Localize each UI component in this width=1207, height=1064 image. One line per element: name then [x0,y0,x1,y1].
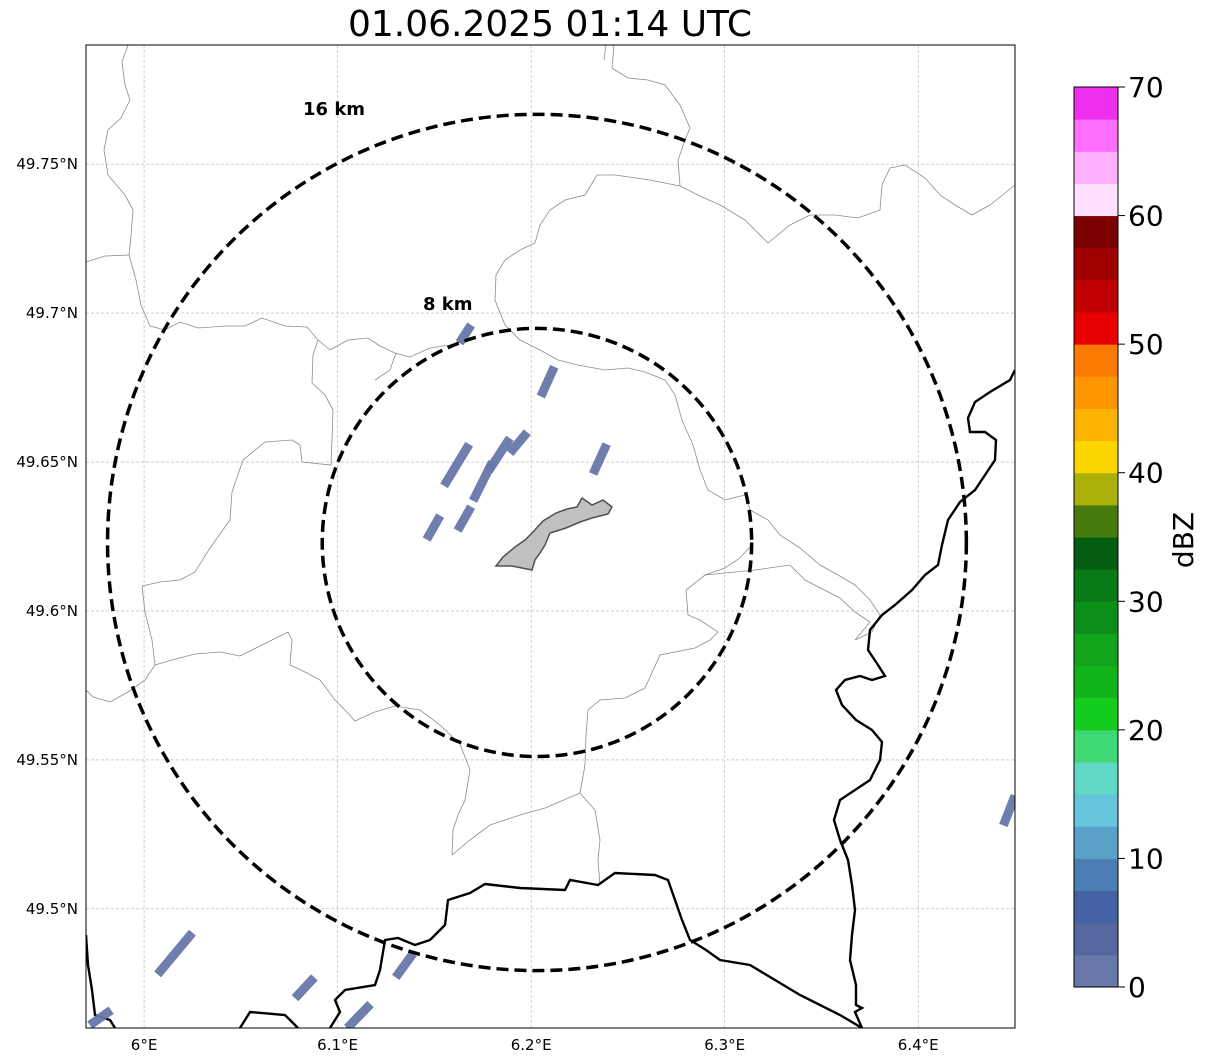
boundary-line [154,631,376,722]
ring-label-8km: 8 km [423,294,473,315]
colorbar-segment [1074,408,1118,442]
colorbar-tick-label: 40 [1128,457,1164,490]
latitude-axis: 49.75°N 49.7°N 49.65°N 49.6°N 49.55°N 49.5°N [16,155,78,918]
boundary-line [611,45,691,187]
radar-echoes [87,322,1015,1028]
colorbar-segment [1074,569,1118,602]
colorbar-frame [1073,86,1119,988]
colorbar-segment [1074,247,1118,281]
colorbar-segment [1074,794,1118,827]
radar-echo [87,1006,114,1028]
lat-tick-label: 49.55°N [16,751,78,769]
radar-echo [392,950,417,981]
colorbar-tick-label: 60 [1128,200,1164,233]
colorbar-segment [1074,697,1118,731]
lon-tick-label: 6.2°E [511,1036,552,1054]
range-ring [320,326,754,759]
colorbar-segment [1074,344,1118,377]
lat-tick-label: 49.5°N [26,900,78,918]
colorbar-segment [1074,890,1118,924]
colorbar-segment [1074,858,1118,892]
lon-tick-label: 6.3°E [704,1036,745,1054]
colorbar-segment [1074,537,1118,570]
lat-tick-label: 49.65°N [16,453,78,471]
country-borders [86,369,1015,1028]
radar-echo [999,794,1015,828]
map-background [86,45,1015,1028]
colorbar-segment [1074,151,1118,184]
colorbar-segment [1074,87,1118,120]
colorbar-tick-label: 50 [1128,328,1164,361]
luxembourg-city-area [494,496,613,571]
colorbar-label: dBZ [1167,512,1200,568]
boundary-line [86,45,134,263]
boundary-line [374,705,471,856]
colorbar-segment [1074,440,1118,474]
map-title: 01.06.2025 01:14 UTC [347,4,753,45]
border-luxembourg-belgium [86,934,117,1028]
municipal-boundaries [86,45,1015,886]
radar-echo [455,322,475,346]
range-rings [105,112,969,973]
colorbar-segment [1074,472,1118,506]
lon-tick-label: 6.1°E [317,1036,358,1054]
colorbar-segment [1074,215,1118,249]
boundary-line [494,164,1015,511]
radar-echo [536,364,559,399]
lon-tick-label: 6°E [131,1036,158,1054]
boundary-line [329,337,469,358]
radar-echo [422,513,445,542]
border-luxembourg-france-2 [238,1010,299,1028]
colorbar-segment [1074,922,1118,956]
colorbar-segment [1074,954,1118,988]
radar-echo [506,429,531,456]
radar-echo [344,1001,374,1028]
boundary-line [141,339,334,587]
radar-echo [588,442,611,476]
lat-tick-label: 49.6°N [26,602,78,620]
colorbar-tick-label: 30 [1128,585,1164,618]
colorbar-segment [1074,504,1118,538]
range-ring [105,112,969,973]
boundary-line [579,544,753,794]
colorbar-tick-label: 0 [1128,971,1146,1004]
ring-label-16km: 16 km [303,99,365,120]
border-luxembourg-france [328,871,863,1028]
lat-tick-label: 49.7°N [26,304,78,322]
colorbar-segment [1074,312,1118,345]
lon-tick-label: 6.4°E [898,1036,939,1054]
colorbar-segment [1074,279,1118,313]
colorbar-segment [1074,633,1118,667]
boundary-line [374,352,397,381]
boundary-line [128,254,331,351]
radar-echo [484,435,514,474]
colorbar-segment [1074,729,1118,763]
colorbar-tick-label: 20 [1128,714,1164,747]
radar-echo [154,929,196,978]
radar-echo [291,974,318,1002]
colorbar-segment [1074,762,1118,795]
boundary-line [86,585,156,703]
colorbar: 0 10 20 30 40 50 60 70 [1073,71,1164,1004]
colorbar-segment [1074,601,1118,634]
colorbar-segment [1074,119,1118,152]
boundary-line [603,45,607,61]
map-frame [85,44,1016,1029]
longitude-axis: 6°E 6.1°E 6.2°E 6.3°E 6.4°E [131,1036,939,1054]
colorbar-segment [1074,665,1118,699]
colorbar-tick-label: 10 [1128,842,1164,875]
radar-echo [453,504,476,533]
colorbar-segment [1074,376,1118,409]
lat-tick-label: 49.75°N [16,155,78,173]
colorbar-tick-label: 70 [1128,71,1164,104]
border-luxembourg-germany [832,369,1015,1028]
radar-echo [440,441,474,489]
colorbar-segment [1074,826,1118,859]
colorbar-segment [1074,183,1118,217]
boundary-line [451,792,601,886]
